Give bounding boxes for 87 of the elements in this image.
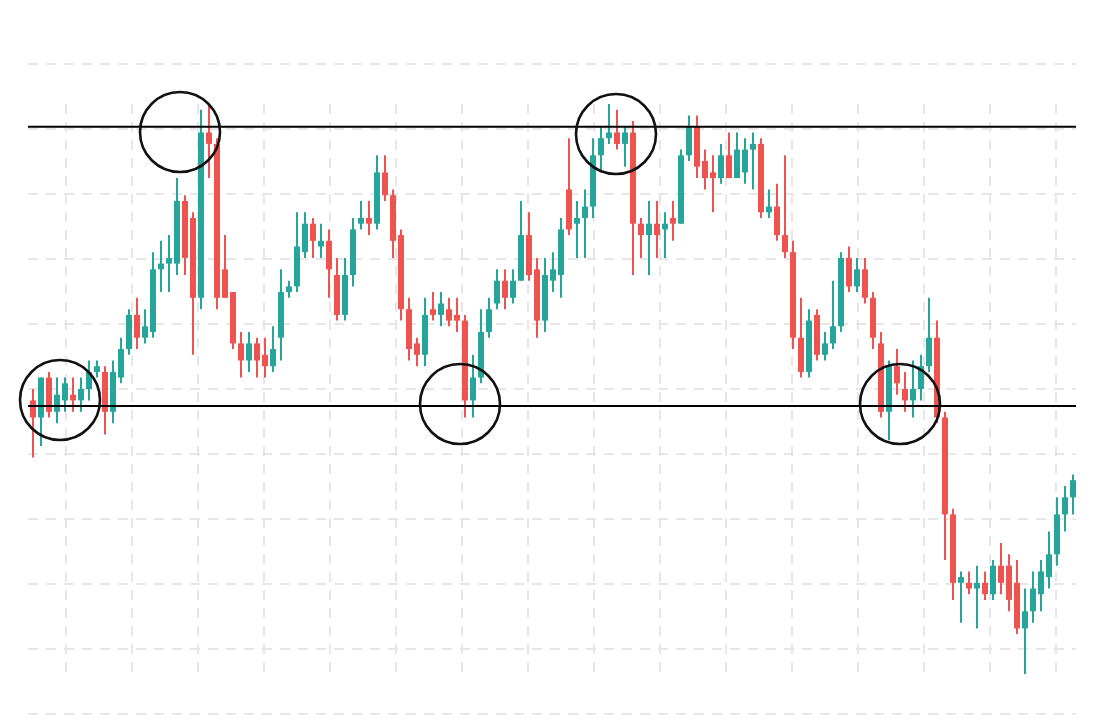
candlestick bbox=[966, 570, 972, 596]
candlestick bbox=[350, 217, 356, 288]
candlestick bbox=[686, 114, 692, 162]
candlestick bbox=[454, 296, 460, 333]
candlestick bbox=[582, 188, 588, 259]
candlestick bbox=[862, 256, 868, 305]
candlestick bbox=[1030, 570, 1036, 624]
candlestick bbox=[574, 199, 580, 259]
candlestick bbox=[910, 359, 916, 419]
candlestick bbox=[958, 570, 964, 624]
candlestick bbox=[750, 131, 756, 191]
candlestick bbox=[870, 291, 876, 351]
candlestick bbox=[206, 104, 212, 180]
candlestick bbox=[438, 291, 444, 328]
candlestick bbox=[358, 199, 364, 231]
candlestick bbox=[902, 370, 908, 413]
candlestick bbox=[446, 296, 452, 328]
candlestick bbox=[734, 131, 740, 180]
candlestick bbox=[278, 268, 284, 362]
candlestick bbox=[846, 245, 852, 294]
candlestick bbox=[622, 125, 628, 168]
candlestick bbox=[670, 199, 676, 242]
candlestick bbox=[974, 564, 980, 630]
candlestick bbox=[422, 296, 428, 368]
candlestick bbox=[326, 228, 332, 299]
candlestick bbox=[822, 331, 828, 362]
candlestick bbox=[518, 199, 524, 282]
candlestick bbox=[38, 376, 44, 447]
candlestick bbox=[102, 365, 108, 436]
candlestick bbox=[342, 256, 348, 322]
candlestick bbox=[382, 154, 388, 202]
candlestick bbox=[830, 279, 836, 351]
candlestick bbox=[638, 217, 644, 259]
candlestick bbox=[718, 142, 724, 185]
candlestick bbox=[654, 199, 660, 259]
candlestick bbox=[798, 296, 804, 379]
candlestick bbox=[246, 331, 252, 373]
candlestick bbox=[710, 154, 716, 214]
candlestick bbox=[270, 325, 276, 373]
candlestick bbox=[254, 336, 260, 379]
candlestick bbox=[1046, 530, 1052, 590]
candlestick bbox=[694, 114, 700, 180]
candlestick bbox=[774, 182, 780, 242]
candlestick bbox=[1054, 496, 1060, 567]
candlestick bbox=[1014, 559, 1020, 636]
candlestick bbox=[814, 308, 820, 362]
candlestick bbox=[542, 256, 548, 333]
candlestick bbox=[310, 217, 316, 259]
candlestick bbox=[982, 570, 988, 601]
candlestick bbox=[478, 308, 484, 385]
candlestick bbox=[470, 353, 476, 419]
candlestick bbox=[614, 108, 620, 151]
candlestick bbox=[238, 331, 244, 379]
candlestick bbox=[510, 268, 516, 305]
candlestick bbox=[558, 217, 564, 299]
candlestick bbox=[126, 308, 132, 356]
candlestick bbox=[494, 268, 500, 311]
candlestick bbox=[990, 559, 996, 601]
candlestick bbox=[1062, 484, 1068, 533]
candlestick bbox=[366, 199, 372, 237]
candlestick bbox=[318, 222, 324, 259]
candlestick bbox=[486, 296, 492, 339]
candlestick bbox=[646, 199, 652, 276]
candlestick bbox=[566, 137, 572, 237]
candlestick bbox=[294, 211, 300, 294]
candlestick bbox=[726, 131, 732, 180]
candlestick bbox=[78, 376, 84, 413]
candlestick bbox=[430, 291, 436, 322]
candlestick bbox=[998, 541, 1004, 596]
candlestick bbox=[742, 137, 748, 185]
candlestick bbox=[926, 296, 932, 373]
candlestick bbox=[894, 348, 900, 396]
candlestick bbox=[334, 256, 340, 322]
candlestick bbox=[782, 154, 788, 259]
candlestick bbox=[1070, 473, 1076, 516]
candlestick bbox=[598, 125, 604, 174]
candlestick bbox=[62, 376, 68, 413]
candlestick bbox=[886, 359, 892, 442]
candlestick bbox=[46, 370, 52, 419]
candlestick bbox=[1022, 587, 1028, 674]
candlestick bbox=[502, 268, 508, 311]
candlestick bbox=[134, 296, 140, 351]
candlestick bbox=[30, 388, 36, 459]
candlestick bbox=[1038, 559, 1044, 613]
candlestick bbox=[854, 256, 860, 294]
candlestick bbox=[262, 336, 268, 379]
candlestick bbox=[406, 296, 412, 362]
